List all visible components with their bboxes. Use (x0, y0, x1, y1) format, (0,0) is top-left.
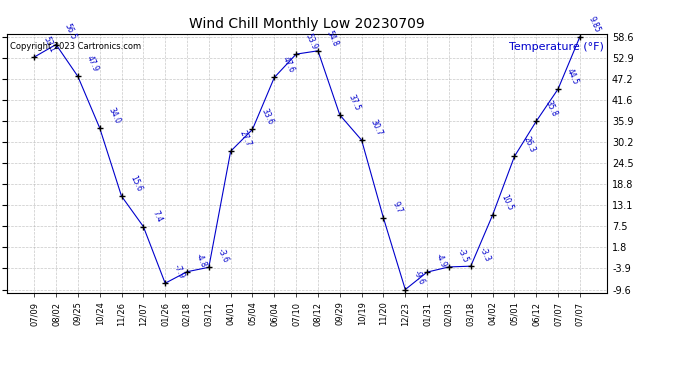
Text: 26.3: 26.3 (522, 135, 537, 154)
Text: 53.9: 53.9 (303, 32, 318, 51)
Text: 56.5: 56.5 (63, 22, 78, 42)
Text: -4.8: -4.8 (194, 252, 208, 269)
Text: 47.9: 47.9 (85, 54, 100, 74)
Text: 34.0: 34.0 (107, 106, 122, 125)
Text: Temperature (°F): Temperature (°F) (509, 42, 604, 51)
Text: 9.85: 9.85 (587, 15, 602, 34)
Text: -7.9: -7.9 (172, 263, 186, 280)
Text: -3.3: -3.3 (477, 246, 492, 263)
Text: Copyright 2023 Cartronics.com: Copyright 2023 Cartronics.com (10, 42, 141, 51)
Title: Wind Chill Monthly Low 20230709: Wind Chill Monthly Low 20230709 (189, 17, 425, 31)
Text: 7.4: 7.4 (150, 209, 164, 224)
Text: 53.1: 53.1 (41, 35, 57, 54)
Text: 33.6: 33.6 (259, 107, 275, 127)
Text: 10.5: 10.5 (500, 193, 515, 212)
Text: 27.7: 27.7 (237, 129, 253, 149)
Text: 37.5: 37.5 (347, 93, 362, 112)
Text: -9.6: -9.6 (412, 270, 426, 287)
Text: 35.8: 35.8 (543, 99, 558, 118)
Text: 47.6: 47.6 (282, 56, 297, 75)
Text: 44.5: 44.5 (565, 67, 580, 86)
Text: 30.7: 30.7 (368, 118, 384, 137)
Text: -3.6: -3.6 (216, 247, 230, 264)
Text: -4.9: -4.9 (434, 252, 448, 269)
Text: 54.8: 54.8 (325, 29, 340, 48)
Text: -3.5: -3.5 (456, 247, 471, 264)
Text: 9.7: 9.7 (391, 200, 404, 215)
Text: 15.6: 15.6 (128, 174, 144, 194)
